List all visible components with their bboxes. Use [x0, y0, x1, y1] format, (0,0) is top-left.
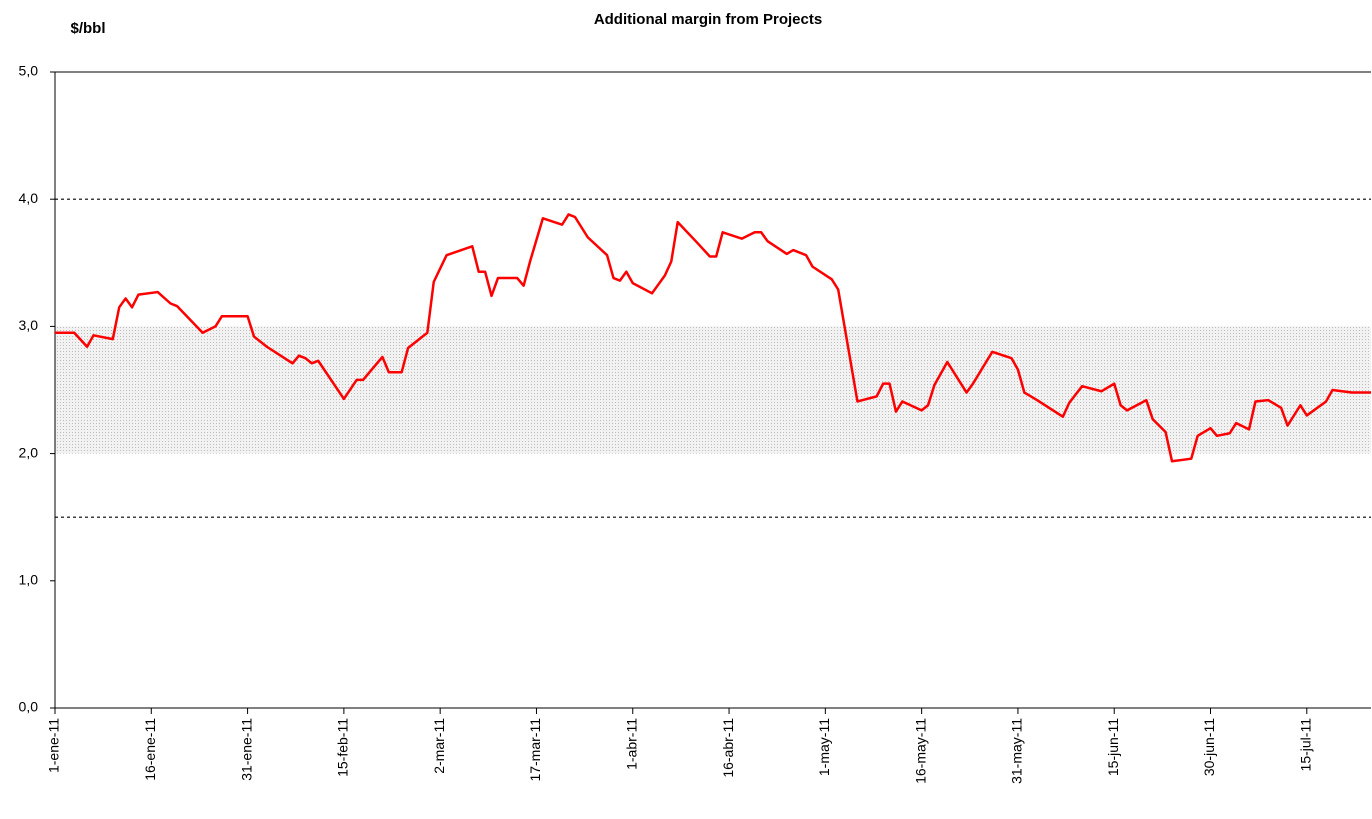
x-tick-label: 15-feb-11: [335, 718, 351, 777]
y-tick-label: 2,0: [19, 444, 39, 460]
x-tick-label: 15-jul-11: [1298, 718, 1314, 772]
x-tick-label: 1-abr-11: [623, 718, 639, 770]
chart-title: Additional margin from Projects: [594, 11, 822, 28]
x-tick-label: 2-mar-11: [431, 718, 447, 774]
shaded-band: [55, 326, 1371, 454]
y-tick-label: 0,0: [19, 699, 39, 715]
x-tick-label: 1-ene-11: [46, 718, 62, 773]
x-tick-label: 15-jun-11: [1105, 718, 1121, 776]
y-tick-label: 1,0: [19, 572, 39, 588]
data-line: [55, 213, 1371, 463]
x-tick-label: 1-may-11: [816, 718, 832, 776]
x-tick-label: 30-jun-11: [1201, 718, 1217, 776]
y-tick-label: 4,0: [19, 190, 39, 206]
x-tick-label: 31-ene-11: [238, 718, 254, 781]
y-tick-label: 5,0: [19, 63, 39, 79]
y-axis-label: $/bbl: [70, 20, 105, 37]
x-tick-label: 17-mar-11: [527, 718, 543, 782]
x-tick-label: 16-abr-11: [720, 718, 736, 778]
y-tick-label: 3,0: [19, 317, 39, 333]
x-tick-label: 31-may-11: [1009, 718, 1025, 784]
x-tick-label: 16-ene-11: [142, 718, 158, 781]
x-tick-label: 16-may-11: [912, 718, 928, 784]
